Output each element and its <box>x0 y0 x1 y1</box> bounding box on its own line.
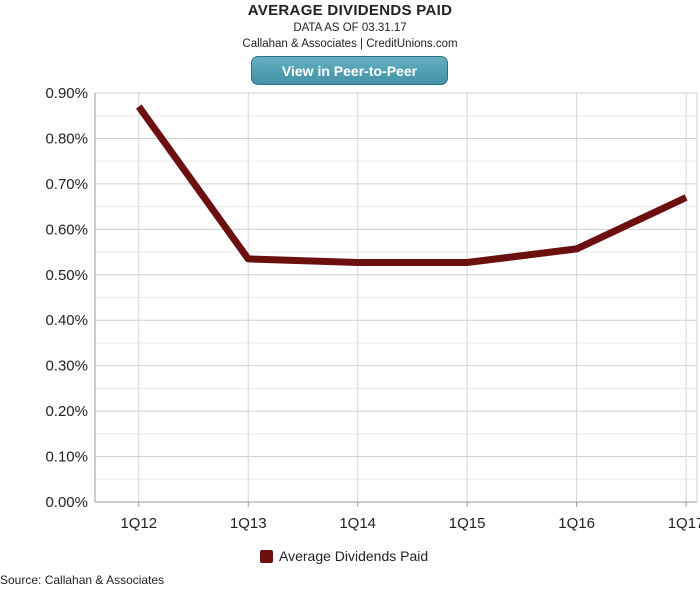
y-tick-label: 0.50% <box>45 267 88 284</box>
x-axis-labels: 1Q12 1Q13 1Q14 1Q15 1Q16 1Q17 <box>120 515 700 532</box>
y-tick-label: 0.30% <box>45 358 88 375</box>
legend-label: Average Dividends Paid <box>279 548 429 564</box>
x-tick-label: 1Q13 <box>230 515 267 532</box>
chart-title: AVERAGE DIVIDENDS PAID <box>247 2 453 19</box>
source-note: Source: Callahan & Associates <box>0 573 165 587</box>
y-tick-label: 0.90% <box>45 85 88 102</box>
chart-credit: Callahan & Associates | CreditUnions.com <box>242 38 458 50</box>
x-tick-label: 1Q12 <box>120 515 157 532</box>
grid-lines <box>95 92 697 503</box>
y-tick-label: 0.70% <box>45 176 88 193</box>
x-tick-label: 1Q15 <box>449 515 486 532</box>
y-tick-label: 0.10% <box>45 449 88 466</box>
y-tick-label: 0.20% <box>45 403 88 420</box>
series-lines <box>135 104 688 266</box>
chart-subtitle: DATA AS OF 03.31.17 <box>293 22 407 34</box>
y-tick-label: 0.60% <box>45 221 88 238</box>
y-tick-label: 0.40% <box>45 312 88 329</box>
x-tick-label: 1Q14 <box>339 515 376 532</box>
series-line <box>135 104 688 266</box>
view-in-peer-to-peer-button[interactable]: View in Peer-to-Peer <box>251 56 448 85</box>
legend: Average Dividends Paid <box>260 546 428 566</box>
y-tick-label: 0.80% <box>45 130 88 147</box>
legend-swatch <box>260 549 273 563</box>
axes <box>94 93 698 507</box>
y-tick-label: 0.00% <box>45 494 88 511</box>
y-axis-labels: 0.00% 0.10% 0.20% 0.30% 0.40% 0.50% 0.60% 0.70%… <box>45 85 88 511</box>
x-tick-label: 1Q16 <box>558 515 595 532</box>
x-tick-label: 1Q17 <box>668 515 700 532</box>
